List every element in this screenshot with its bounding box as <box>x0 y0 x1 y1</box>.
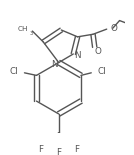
Text: O: O <box>111 24 118 33</box>
Text: F: F <box>56 148 61 155</box>
Text: O: O <box>95 47 102 56</box>
Text: F: F <box>38 145 43 154</box>
Text: CH: CH <box>18 26 28 32</box>
Text: Cl: Cl <box>10 67 18 76</box>
Text: F: F <box>74 145 79 154</box>
Text: N: N <box>74 51 81 60</box>
Text: Cl: Cl <box>97 67 106 76</box>
Text: 3: 3 <box>30 31 33 36</box>
Text: N: N <box>51 60 58 69</box>
